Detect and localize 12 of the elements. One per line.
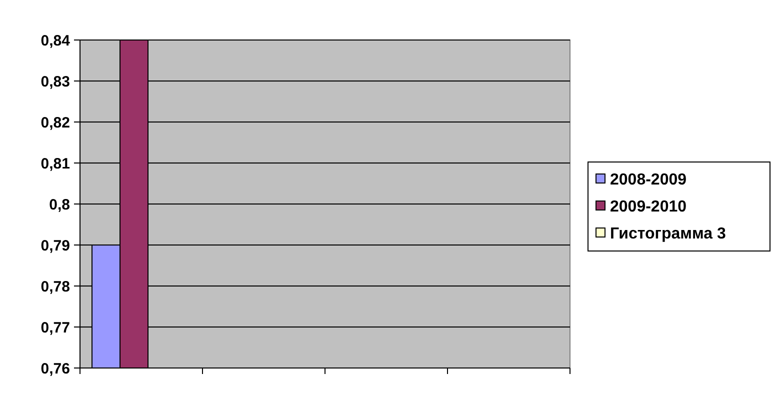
y-tick-label: 0,84 xyxy=(40,32,71,50)
legend-label: Гистограмма 3 xyxy=(610,226,726,243)
y-tick-label: 0,78 xyxy=(40,278,70,296)
legend-label: 2008-2009 xyxy=(610,172,687,189)
y-tick-label: 0,76 xyxy=(40,360,70,378)
y-tick-label: 0,81 xyxy=(40,155,70,172)
y-tick-label: 0,77 xyxy=(40,319,70,336)
y-tick-label: 0,82 xyxy=(40,114,70,132)
legend-label: 2009-2010 xyxy=(610,198,687,216)
y-tick-label: 0,79 xyxy=(40,237,70,254)
y-tick-label: 0,8 xyxy=(49,196,70,214)
y-tick-label: 0,83 xyxy=(40,73,70,90)
